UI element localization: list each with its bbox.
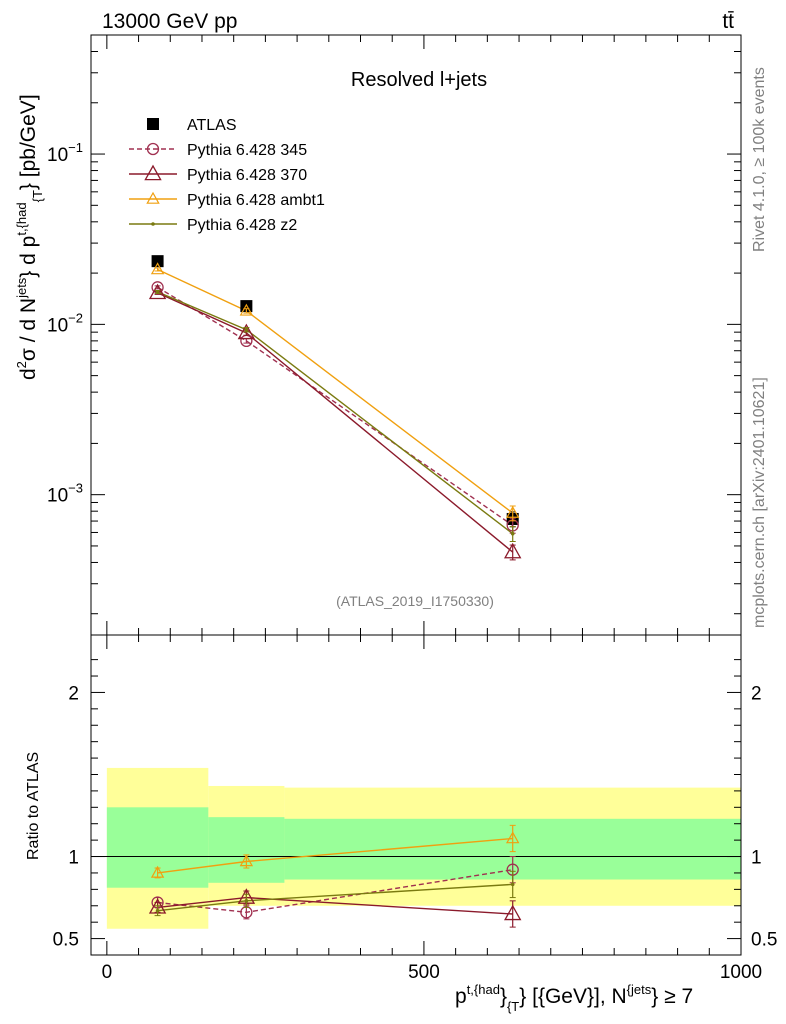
process-label: tt̄	[722, 10, 734, 33]
ratio-y-tick-label-left: 2	[68, 683, 79, 704]
main-title: Resolved l+jets	[351, 69, 487, 91]
main-y-tick-label: 10−2	[47, 310, 83, 336]
main-point-pythia-6-428-z2	[244, 327, 249, 332]
main-point-pythia-6-428-z2	[155, 290, 160, 294]
legend-marker-pythia-6-428-ambt1	[146, 191, 160, 204]
x-tick-label: 500	[408, 962, 440, 983]
main-point-pythia-6-428-ambt1	[150, 262, 165, 275]
ratio-point-pythia-6-428-ambt1	[150, 865, 165, 878]
legend-marker-atlas	[147, 118, 159, 130]
main-point-pythia-6-428-370	[148, 283, 167, 300]
ratio-y-tick-label-left: 0.5	[53, 930, 79, 951]
legend-label-pythia-6-428-370: Pythia 6.428 370	[187, 167, 307, 184]
legend-label-pythia-6-428-z2: Pythia 6.428 z2	[187, 217, 297, 234]
ratio-point-pythia-6-428-z2	[155, 908, 160, 913]
x-tick-label: 0	[102, 962, 113, 983]
ratio-y-axis-label: Ratio to ATLAS	[25, 752, 42, 860]
main-y-axis-label: d2σ / d Njets} d pt,{had{T} [pb/GeV]	[14, 94, 45, 380]
ratio-y-tick-label-right: 1	[751, 848, 762, 869]
main-point-atlas	[151, 255, 164, 268]
main-point-pythia-6-428-z2	[510, 531, 515, 536]
x-axis-label: pt,{had}{T} [{GeV}], N{jets} ≥ 7	[455, 982, 693, 1014]
ratio-y-tick-label-left: 1	[68, 848, 79, 869]
ratio-point-pythia-6-428-z2	[244, 899, 249, 903]
ratio-point-pythia-6-428-z2	[510, 882, 515, 887]
legend-label-pythia-6-428-ambt1: Pythia 6.428 ambt1	[187, 192, 325, 209]
legend-label-atlas: ATLAS	[187, 117, 237, 134]
main-point-pythia-6-428-370	[503, 542, 522, 559]
main-line-pythia-6-428-370	[157, 292, 514, 553]
legend: ATLAS Pythia 6.428 345 Pythia 6.428 370 Pyt…	[129, 117, 325, 234]
main-line-pythia-6-428-z2	[157, 291, 514, 535]
ratio-point-pythia-6-428-370	[503, 904, 522, 921]
main-point-pythia-6-428-ambt1	[239, 303, 254, 316]
legend-marker-pythia-6-428-370	[144, 164, 162, 181]
ratio-frame	[90, 634, 742, 956]
legend-marker-pythia-6-428-z2	[151, 222, 155, 226]
ratio-y-tick-label-right: 2	[751, 683, 762, 704]
main-y-tick-label: 10−1	[47, 140, 83, 166]
energy-label: 13000 GeV pp	[102, 10, 237, 33]
ratio-band-green	[208, 817, 285, 883]
ratio-y-tick-label-right: 0.5	[751, 930, 777, 951]
ratio-point-pythia-6-428-ambt1	[239, 854, 254, 867]
mcplots-label: mcplots.cern.ch [arXiv:2401.10621]	[751, 377, 768, 628]
legend-marker-pythia-6-428-345	[146, 142, 160, 156]
main-point-pythia-6-428-370	[237, 323, 256, 340]
main-y-tick-label: 10−3	[47, 481, 83, 507]
ratio-point-pythia-6-428-ambt1	[505, 831, 520, 844]
main-point-pythia-6-428-ambt1	[505, 505, 520, 518]
legend-label-pythia-6-428-345: Pythia 6.428 345	[187, 142, 307, 159]
main-line-pythia-6-428-ambt1	[157, 268, 514, 514]
analysis-id-label: (ATLAS_2019_I1750330)	[336, 593, 494, 609]
x-tick-label: 1000	[720, 962, 762, 983]
rivet-version-label: Rivet 4.1.0, ≥ 100k events	[751, 67, 768, 252]
